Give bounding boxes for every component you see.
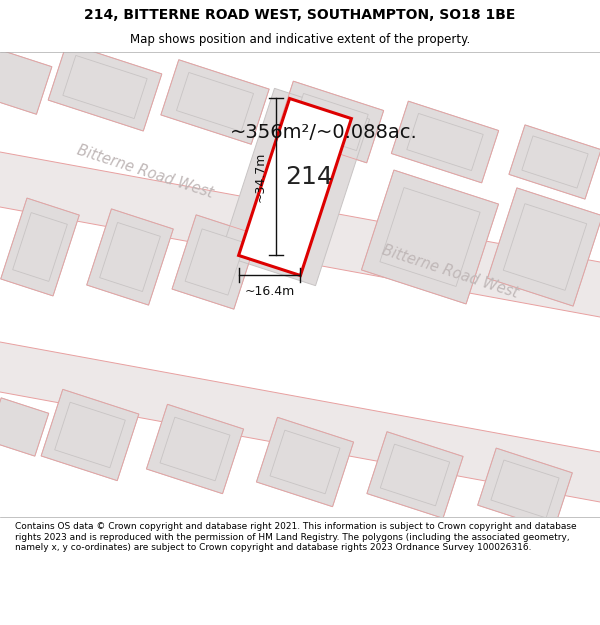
Text: Map shows position and indicative extent of the property.: Map shows position and indicative extent… [130, 32, 470, 46]
Text: Bitterne Road West: Bitterne Road West [75, 143, 215, 201]
Polygon shape [146, 404, 244, 494]
Polygon shape [63, 56, 147, 119]
Text: ~356m²/~0.088ac.: ~356m²/~0.088ac. [230, 122, 418, 141]
Polygon shape [160, 418, 230, 481]
Polygon shape [270, 430, 340, 494]
Text: Bitterne Road West: Bitterne Road West [380, 243, 520, 301]
Polygon shape [522, 136, 588, 188]
Polygon shape [0, 342, 600, 502]
Polygon shape [380, 188, 480, 286]
Polygon shape [13, 213, 67, 281]
Polygon shape [491, 460, 559, 518]
Polygon shape [48, 43, 162, 131]
Text: Contains OS data © Crown copyright and database right 2021. This information is : Contains OS data © Crown copyright and d… [15, 522, 577, 552]
Polygon shape [488, 188, 600, 306]
Polygon shape [256, 418, 353, 507]
Polygon shape [367, 432, 463, 518]
Polygon shape [509, 125, 600, 199]
Polygon shape [407, 113, 483, 171]
Polygon shape [0, 152, 600, 317]
Polygon shape [277, 81, 383, 163]
Polygon shape [0, 50, 52, 114]
Polygon shape [503, 204, 587, 291]
Polygon shape [87, 209, 173, 305]
Polygon shape [172, 215, 258, 309]
Polygon shape [239, 99, 352, 276]
Polygon shape [100, 222, 160, 291]
Polygon shape [55, 402, 125, 468]
Polygon shape [0, 398, 49, 456]
Polygon shape [185, 229, 245, 295]
Text: 214: 214 [285, 165, 333, 189]
Polygon shape [361, 170, 499, 304]
Polygon shape [292, 93, 368, 151]
Polygon shape [176, 72, 254, 131]
Polygon shape [478, 448, 572, 530]
Text: 214, BITTERNE ROAD WEST, SOUTHAMPTON, SO18 1BE: 214, BITTERNE ROAD WEST, SOUTHAMPTON, SO… [85, 8, 515, 21]
Text: ~34.7m: ~34.7m [254, 152, 266, 202]
Polygon shape [220, 88, 370, 286]
Polygon shape [1, 198, 79, 296]
Polygon shape [391, 101, 499, 183]
Text: ~16.4m: ~16.4m [244, 286, 295, 298]
Polygon shape [41, 389, 139, 481]
Polygon shape [161, 60, 269, 144]
Polygon shape [380, 444, 449, 506]
